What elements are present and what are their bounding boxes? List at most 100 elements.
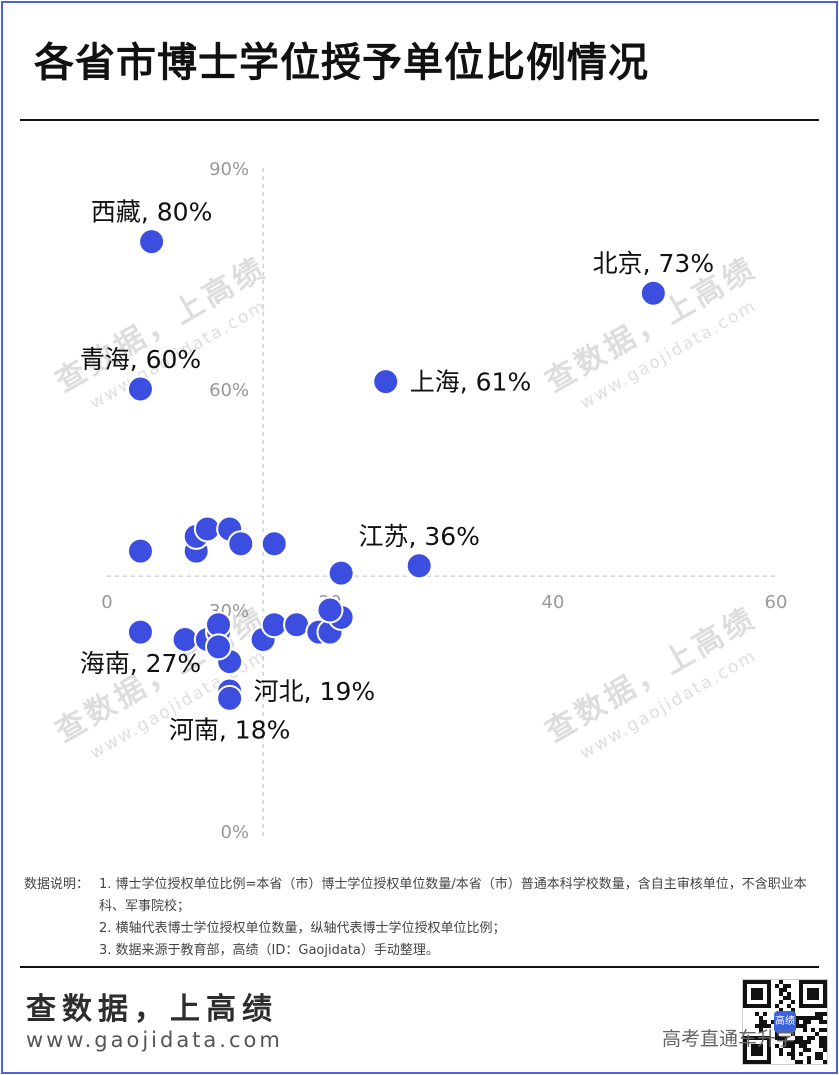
account-name: 高考直通车升学	[662, 1028, 796, 1050]
footer-website-link[interactable]: www.gaojidata.com	[26, 1028, 283, 1052]
data-point	[193, 515, 221, 543]
notes-lead: 数据说明：	[24, 877, 90, 892]
qr-module	[807, 1048, 811, 1052]
qr-module	[799, 1024, 803, 1028]
qr-module	[763, 1012, 767, 1016]
data-point	[639, 279, 667, 307]
qr-module	[791, 1008, 795, 1012]
qr-module	[795, 1036, 799, 1040]
data-point	[327, 559, 355, 587]
note-item-1: 1. 博士学位授权单位比例=本省（市）博士学位授权单位数量/本省（市）普通本科学…	[99, 877, 807, 914]
qr-module	[775, 1036, 779, 1040]
data-point	[405, 552, 433, 580]
qr-module	[755, 1012, 759, 1016]
data-point	[138, 228, 166, 256]
qr-module	[815, 1032, 819, 1036]
data-point	[205, 633, 232, 661]
qr-module	[795, 1040, 799, 1044]
qr-module	[787, 996, 791, 1000]
qr-module	[807, 1020, 811, 1024]
qr-module	[767, 1024, 771, 1028]
qr-module	[775, 1004, 779, 1008]
qr-module	[759, 1028, 763, 1032]
qr-module	[783, 996, 787, 1000]
qr-module	[807, 1040, 811, 1044]
qr-module	[779, 1000, 783, 1004]
qr-module	[779, 980, 783, 984]
data-point	[372, 368, 400, 396]
qr-module	[815, 1016, 819, 1020]
qr-finder	[751, 988, 763, 1000]
y-tick-label: 90%	[209, 159, 249, 180]
qr-module	[815, 1056, 819, 1060]
qr-module	[823, 1060, 827, 1064]
qr-module	[823, 1044, 827, 1048]
qr-module	[775, 984, 779, 988]
qr-module	[799, 1044, 803, 1048]
page-title: 各省市博士学位授予单位比例情况	[34, 40, 649, 86]
qr-module	[763, 1020, 767, 1024]
qr-module	[807, 1016, 811, 1020]
qr-module	[803, 1044, 807, 1048]
qr-module	[779, 1008, 783, 1012]
data-label: 河南, 18%	[169, 715, 290, 744]
qr-code-pattern	[743, 980, 827, 1064]
qr-module	[803, 1048, 807, 1052]
x-tick-label: 0	[101, 592, 112, 613]
qr-module	[791, 1032, 795, 1036]
qr-finder	[751, 1044, 763, 1056]
data-point	[126, 375, 154, 403]
qr-module	[791, 1056, 795, 1060]
data-point	[216, 684, 244, 712]
qr-module	[815, 1012, 819, 1016]
y-tick-label: 60%	[209, 380, 249, 401]
qr-module	[771, 1020, 775, 1024]
qr-module	[803, 1028, 807, 1032]
data-label: 青海, 60%	[80, 345, 201, 374]
qr-code[interactable]: 高绩	[742, 979, 828, 1065]
qr-module	[787, 1044, 791, 1048]
qr-module	[791, 1040, 795, 1044]
qr-module	[787, 1052, 791, 1056]
qr-module	[759, 1024, 763, 1028]
qr-module	[787, 1004, 791, 1008]
qr-module	[779, 1036, 783, 1040]
qr-module	[763, 1024, 767, 1028]
data-point	[283, 611, 311, 639]
qr-module	[799, 1040, 803, 1044]
qr-module	[807, 1036, 811, 1040]
data-point	[126, 618, 154, 646]
data-point	[227, 530, 255, 558]
qr-module	[803, 1016, 807, 1020]
qr-module	[823, 1036, 827, 1040]
qr-module	[755, 1024, 759, 1028]
qr-module	[819, 1012, 823, 1016]
note-item-3: 3. 数据来源于教育部，高绩（ID：Gaojidata）手动整理。	[99, 943, 439, 958]
title-divider	[20, 119, 819, 121]
note-item-2: 2. 横轴代表博士学位授权单位数量，纵轴代表博士学位授权单位比例；	[99, 921, 506, 936]
data-point	[260, 530, 288, 558]
qr-module	[799, 1016, 803, 1020]
qr-module	[787, 1040, 791, 1044]
qr-module	[823, 1020, 827, 1024]
data-label: 江苏, 36%	[358, 522, 479, 551]
qr-module	[811, 1028, 815, 1032]
qr-module	[819, 1040, 823, 1044]
qr-module	[759, 1020, 763, 1024]
qr-module	[783, 1036, 787, 1040]
qr-module	[759, 1016, 763, 1020]
data-point	[316, 596, 344, 624]
data-label: 西藏, 80%	[91, 198, 212, 227]
x-tick-label: 40	[542, 592, 565, 613]
qr-module	[791, 1052, 795, 1056]
data-label: 海南, 27%	[80, 649, 201, 678]
qr-module	[799, 1052, 803, 1056]
data-label: 河北, 19%	[254, 677, 375, 706]
qr-finder	[807, 988, 819, 1000]
data-points	[126, 228, 667, 712]
qr-module	[787, 992, 791, 996]
qr-module	[791, 1048, 795, 1052]
qr-module	[783, 984, 787, 988]
